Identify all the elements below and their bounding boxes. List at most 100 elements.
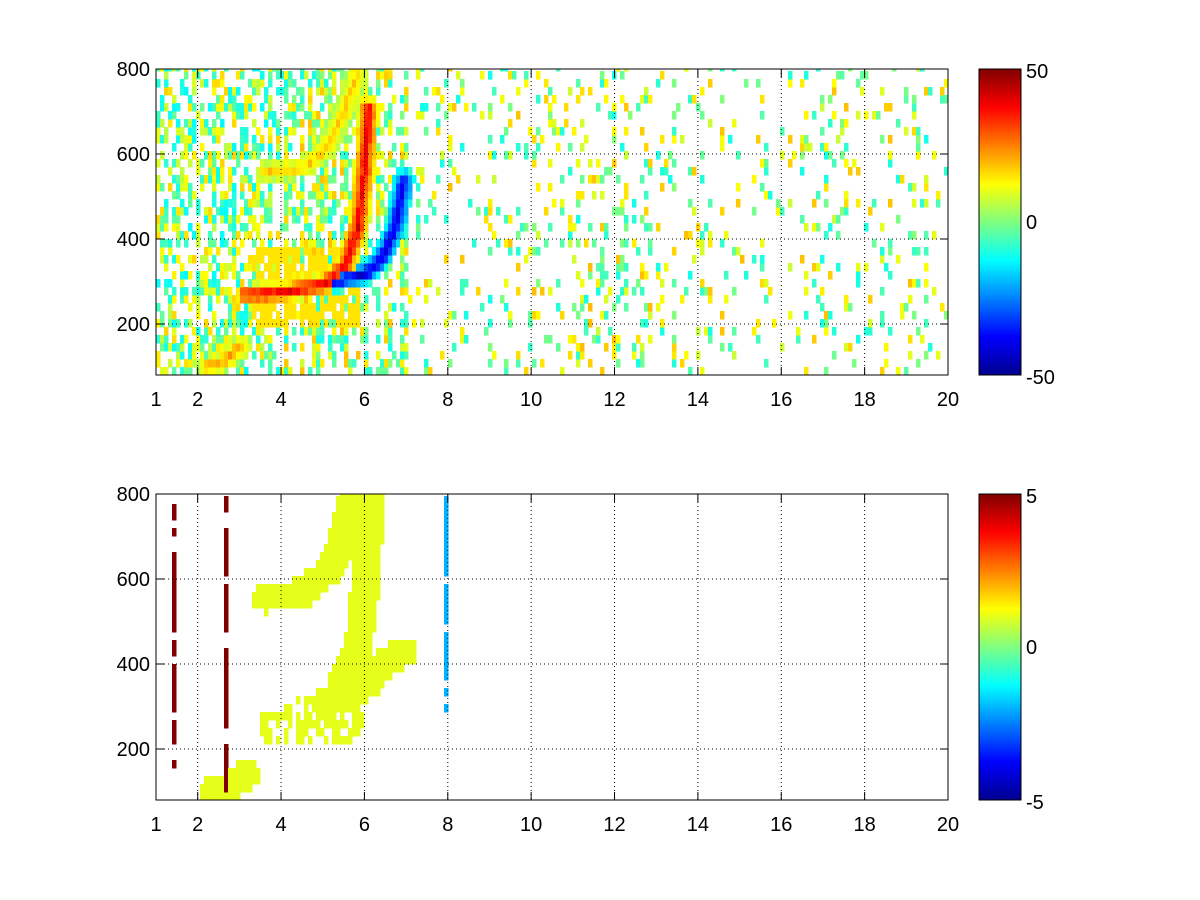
heatmap-cell xyxy=(376,367,381,375)
heatmap-cell xyxy=(568,215,573,224)
heatmap-cell xyxy=(368,119,373,128)
heatmap-cell xyxy=(320,552,325,561)
heatmap-cell xyxy=(344,343,349,352)
heatmap-cell xyxy=(924,263,929,272)
heatmap-cell xyxy=(340,648,345,657)
heatmap-cell xyxy=(228,199,233,208)
heatmap-cell xyxy=(232,231,237,240)
heatmap-cell xyxy=(252,183,257,192)
heatmap-cell xyxy=(732,287,737,296)
heatmap-cell xyxy=(364,335,369,344)
heatmap-cell xyxy=(448,183,453,192)
heatmap-cell xyxy=(392,95,397,104)
heatmap-cell xyxy=(320,79,325,88)
heatmap-cell xyxy=(352,728,357,737)
heatmap-cell xyxy=(548,287,553,296)
heatmap-cell xyxy=(192,343,197,352)
heatmap-cell xyxy=(284,127,289,136)
heatmap-cell xyxy=(336,568,341,577)
heatmap-cell xyxy=(276,247,281,256)
heatmap-cell xyxy=(588,303,593,312)
heatmap-cell xyxy=(368,127,373,136)
heatmap-cell xyxy=(556,69,561,72)
heatmap-cell xyxy=(644,87,649,96)
heatmap-cell xyxy=(596,263,601,272)
heatmap-cell xyxy=(528,343,533,352)
heatmap-cell xyxy=(268,247,273,256)
heatmap-cell xyxy=(300,327,305,336)
heatmap-cell xyxy=(348,271,353,280)
heatmap-cells-2 xyxy=(172,494,449,800)
heatmap-cell xyxy=(624,69,629,72)
heatmap-cell xyxy=(208,207,213,216)
heatmap-cell xyxy=(400,335,405,344)
heatmap-cell xyxy=(320,69,325,72)
heatmap-cell xyxy=(316,303,321,312)
heatmap-cell xyxy=(356,95,361,104)
heatmap-cell xyxy=(620,207,625,216)
heatmap-cell xyxy=(356,656,361,665)
heatmap-cell xyxy=(828,311,833,320)
heatmap-cell xyxy=(308,327,313,336)
heatmap-cell xyxy=(284,311,289,320)
heatmap-cell xyxy=(368,159,373,168)
heatmap-cell xyxy=(236,87,241,96)
heatmap-cell xyxy=(720,207,725,216)
heatmap-cell xyxy=(756,135,761,144)
heatmap-cell xyxy=(804,311,809,320)
heatmap-cell xyxy=(368,175,373,184)
heatmap-cell xyxy=(172,608,177,617)
heatmap-cell xyxy=(188,135,193,144)
heatmap-cell xyxy=(756,319,761,328)
heatmap-cell xyxy=(828,95,833,104)
heatmap-cell xyxy=(400,263,405,272)
heatmap-cell xyxy=(356,520,361,529)
heatmap-cell xyxy=(156,223,161,232)
heatmap-cell xyxy=(396,199,401,208)
heatmap-cell xyxy=(284,712,289,721)
heatmap-cell xyxy=(304,151,309,160)
heatmap-cell xyxy=(216,263,221,272)
heatmap-cell xyxy=(212,71,217,80)
heatmap-cell xyxy=(224,496,229,505)
heatmap-cell xyxy=(648,159,653,168)
heatmap-cell xyxy=(912,103,917,112)
heatmap-cell xyxy=(168,295,173,304)
heatmap-cell xyxy=(228,151,233,160)
heatmap-cell xyxy=(360,512,365,521)
heatmap-cell xyxy=(780,151,785,160)
heatmap-cell xyxy=(256,592,261,601)
heatmap-cell xyxy=(260,255,265,264)
heatmap-cell xyxy=(220,343,225,352)
heatmap-cell xyxy=(636,103,641,112)
heatmap-cell xyxy=(276,720,281,729)
heatmap-cell xyxy=(228,175,233,184)
heatmap-cell xyxy=(604,167,609,176)
heatmap-cell xyxy=(320,135,325,144)
heatmap-cell xyxy=(648,335,653,344)
heatmap-cell xyxy=(324,191,329,200)
y-tick-label: 600 xyxy=(117,569,150,591)
heatmap-cell xyxy=(156,303,161,312)
heatmap-cell xyxy=(428,199,433,208)
heatmap-cell xyxy=(244,95,249,104)
heatmap-cell xyxy=(828,119,833,128)
heatmap-cell xyxy=(400,367,405,375)
heatmap-cell xyxy=(344,79,349,88)
heatmap-cell xyxy=(408,648,413,657)
heatmap-cell xyxy=(212,159,217,168)
heatmap-cell xyxy=(404,367,409,375)
heatmap-cell xyxy=(396,207,401,216)
heatmap-cell xyxy=(356,239,361,248)
heatmap-cell xyxy=(360,494,365,497)
heatmap-cell xyxy=(644,223,649,232)
heatmap-cell xyxy=(632,199,637,208)
heatmap-cell xyxy=(384,231,389,240)
heatmap-cell xyxy=(400,319,405,328)
heatmap-cell xyxy=(328,247,333,256)
heatmap-cell xyxy=(616,175,621,184)
heatmap-cell xyxy=(160,135,165,144)
heatmap-cell xyxy=(260,199,265,208)
heatmap-cell xyxy=(692,167,697,176)
heatmap-cell xyxy=(368,576,373,585)
